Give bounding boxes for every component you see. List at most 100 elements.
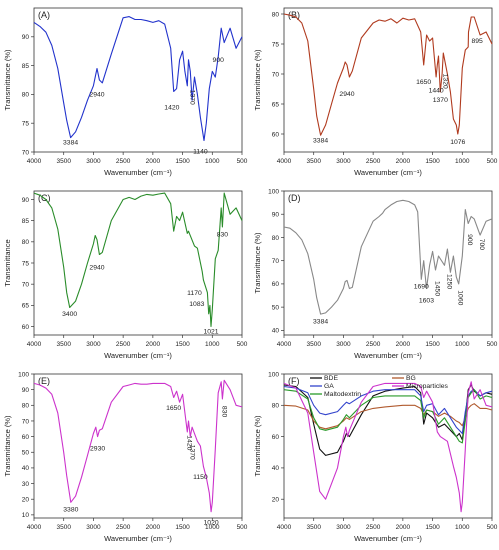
plot-frame (33, 7, 243, 153)
y-tick-label: 60 (22, 434, 30, 441)
peak-annotation: 2940 (339, 91, 354, 98)
chart-svg: 4000 3500 3000 2500 2000 1500 1000 500 60 65 70 75 8… (3, 190, 248, 360)
y-axis-label: Transmittance (%) (253, 232, 262, 293)
x-tick-label: 4000 (27, 341, 42, 348)
x-tick-label: 500 (237, 158, 248, 165)
y-tick-label: 75 (22, 260, 30, 267)
chart-svg: 4000 3500 3000 2500 2000 1500 1000 500 40 50 60 70 8… (253, 188, 498, 360)
y-tick-label: 50 (272, 304, 280, 311)
x-tick-label: 4000 (277, 158, 292, 165)
peak-annotation: 1650 (416, 79, 431, 86)
peak-annotation: 1320 (441, 74, 448, 89)
y-tick-label: 100 (18, 371, 29, 378)
plot-frame (283, 373, 493, 519)
x-tick-label: 2500 (116, 158, 131, 165)
panel-label: (B) (288, 10, 300, 20)
peak-annotation: 1083 (189, 301, 204, 308)
y-tick-label: 60 (272, 281, 280, 288)
plot-frame (33, 373, 243, 519)
y-tick-label: 85 (22, 218, 30, 225)
y-tick-label: 80 (272, 235, 280, 242)
x-tick-label: 3000 (336, 524, 351, 531)
y-tick-label: 40 (272, 328, 280, 335)
y-tick-label: 70 (22, 281, 30, 288)
x-tick-label: 3500 (306, 158, 321, 165)
legend-entry: BDE (324, 375, 338, 382)
y-tick-label: 50 (22, 450, 30, 457)
y-tick-label: 80 (22, 92, 30, 99)
peak-annotation: 700 (478, 239, 485, 251)
x-tick-label: 4000 (277, 341, 292, 348)
x-tick-label: 3500 (56, 524, 71, 531)
peak-annotation: 830 (217, 232, 229, 239)
peak-annotation: 1370 (188, 90, 195, 105)
y-tick-label: 40 (22, 465, 30, 472)
y-axis-label: Transmittance (%) (3, 415, 12, 476)
y-tick-label: 100 (268, 188, 279, 195)
peak-annotation: 2940 (89, 92, 104, 99)
x-tick-label: 500 (487, 158, 498, 165)
y-tick-label: 75 (272, 41, 280, 48)
peak-annotation: 1603 (419, 297, 434, 304)
peak-annotation: 1021 (203, 329, 218, 336)
x-axis-label: Wavenumber (cm⁻¹) (354, 168, 422, 177)
peak-annotation: 1420 (185, 435, 192, 450)
x-tick-label: 1500 (425, 341, 440, 348)
x-tick-label: 500 (487, 524, 498, 531)
y-tick-label: 90 (22, 34, 30, 41)
x-tick-label: 1000 (205, 341, 220, 348)
y-tick-label: 90 (22, 197, 30, 204)
x-tick-label: 2000 (396, 341, 411, 348)
series-line (33, 192, 243, 328)
x-tick-label: 1000 (455, 341, 470, 348)
chart-svg: 4000 3500 3000 2500 2000 1500 1000 500 20 40 60 80 1… (253, 371, 498, 543)
series-line (283, 199, 493, 315)
y-tick-label: 100 (268, 371, 279, 378)
x-tick-label: 2500 (116, 524, 131, 531)
x-tick-label: 2000 (146, 158, 161, 165)
peak-annotation: 1650 (166, 405, 181, 412)
x-tick-label: 1000 (455, 524, 470, 531)
y-tick-label: 60 (272, 131, 280, 138)
x-tick-label: 3500 (306, 341, 321, 348)
y-tick-label: 80 (22, 403, 30, 410)
peak-annotation: 1420 (164, 104, 179, 111)
y-axis-label: Transmittance (%) (253, 49, 262, 110)
peak-annotation: 1140 (193, 149, 208, 156)
x-tick-label: 3500 (306, 524, 321, 531)
peak-annotation: 1060 (457, 290, 464, 305)
peak-annotation: 3400 (62, 311, 77, 318)
y-tick-label: 80 (272, 11, 280, 18)
peak-annotation: 895 (471, 38, 483, 45)
x-tick-label: 3500 (56, 341, 71, 348)
x-tick-label: 2500 (366, 341, 381, 348)
y-tick-label: 60 (22, 324, 30, 331)
x-tick-label: 3000 (86, 524, 101, 531)
x-tick-label: 3000 (86, 341, 101, 348)
chart-panel-c: 4000 3500 3000 2500 2000 1500 1000 500 60 65 70 75 8… (0, 183, 250, 366)
x-tick-label: 3000 (86, 158, 101, 165)
x-tick-label: 1500 (175, 341, 190, 348)
y-tick-label: 70 (22, 418, 30, 425)
y-tick-label: 80 (22, 239, 30, 246)
chart-panel-e: 4000 3500 3000 2500 2000 1500 1000 500 10 20 30 40 5… (0, 366, 250, 549)
y-tick-label: 65 (272, 101, 280, 108)
x-tick-label: 2500 (366, 524, 381, 531)
x-tick-label: 500 (237, 524, 248, 531)
peak-annotation: 1170 (187, 290, 202, 297)
x-tick-label: 1500 (175, 158, 190, 165)
series-line (283, 389, 493, 444)
x-tick-label: 1500 (175, 524, 190, 531)
x-tick-label: 1500 (425, 524, 440, 531)
y-tick-label: 80 (272, 403, 280, 410)
x-tick-label: 4000 (27, 158, 42, 165)
peak-annotation: 3380 (63, 507, 78, 514)
peak-annotation: 900 (466, 234, 473, 246)
series-line (283, 13, 493, 136)
y-tick-label: 85 (22, 63, 30, 70)
peak-annotation: 3384 (313, 318, 328, 325)
peak-annotation: 3384 (313, 137, 328, 144)
peak-annotation: 1150 (193, 474, 208, 481)
panel-label: (E) (38, 376, 50, 386)
y-tick-label: 70 (272, 71, 280, 78)
